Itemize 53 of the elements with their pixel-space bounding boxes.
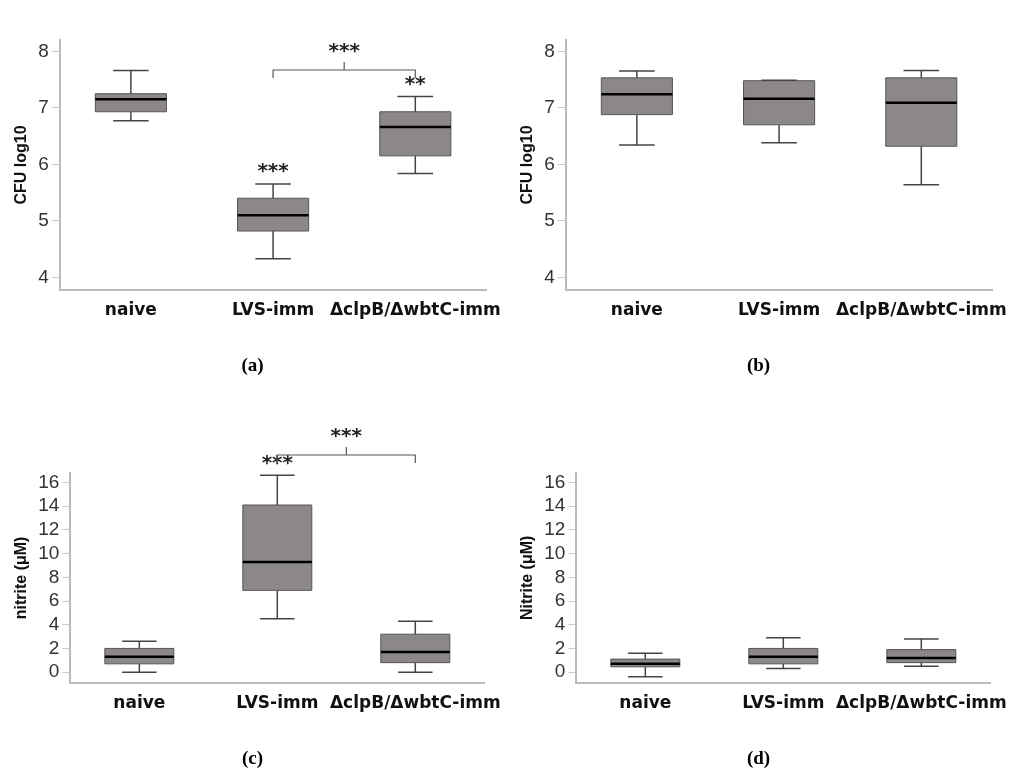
y-tick-label: 4: [38, 265, 50, 287]
y-tick-label: 0: [554, 660, 566, 682]
y-tick-label: 2: [554, 636, 566, 658]
y-tick-label: 7: [544, 96, 555, 118]
y-tick-label: 16: [38, 470, 60, 492]
text: ***: [330, 423, 363, 448]
y-axis-title: Nitrite (μM): [518, 535, 536, 621]
y-tick-label: 14: [38, 494, 60, 516]
x-tick-label: LVS-imm: [737, 299, 821, 320]
y-tick-label: 12: [544, 518, 566, 540]
y-tick-label: 16: [544, 470, 566, 492]
x-tick-label: naive: [619, 692, 672, 713]
x-tick-label: ΔclpB/ΔwbtC-imm: [329, 692, 501, 713]
x-tick-label: ΔclpB/ΔwbtC-imm: [835, 299, 1007, 320]
y-tick-label: 14: [544, 494, 566, 516]
y-tick-label: 5: [544, 209, 555, 231]
x-tick-label: naive: [113, 692, 166, 713]
y-tick-label: 5: [38, 209, 49, 231]
y-axis-title: CFU log10: [518, 125, 536, 205]
x-tick-label: ΔclpB/ΔwbtC-imm: [329, 299, 501, 320]
y-tick-label: 0: [48, 660, 60, 682]
x-tick-label: naive: [610, 299, 663, 320]
y-tick-label: 6: [544, 152, 555, 174]
x-tick-label: naive: [104, 299, 157, 320]
y-axis-title: nitrite (μM): [12, 536, 30, 620]
y-tick-label: 8: [48, 565, 60, 587]
y-tick-label: 2: [48, 636, 60, 658]
y-tick-label: 6: [554, 589, 566, 611]
annotation: **: [404, 70, 427, 95]
y-axis-title: CFU log10: [12, 125, 30, 205]
y-tick-label: 8: [38, 39, 49, 61]
x-tick-label: LVS-imm: [742, 692, 825, 713]
text: (a): [241, 353, 264, 376]
y-tick-label: 10: [544, 541, 566, 563]
annotation: ***: [257, 158, 290, 183]
y-tick-label: 8: [554, 565, 566, 587]
y-tick-label: 6: [48, 589, 60, 611]
x-tick-label: LVS-imm: [231, 299, 315, 320]
y-tick-label: 10: [38, 541, 60, 563]
y-tick-label: 8: [544, 39, 555, 61]
annotation: ***: [328, 38, 361, 63]
x-tick-label: LVS-imm: [236, 692, 319, 713]
y-tick-label: 6: [38, 152, 49, 174]
y-tick-label: 4: [544, 265, 556, 287]
text: (c): [241, 746, 264, 769]
y-tick-label: 4: [48, 612, 60, 634]
text: (b): [746, 353, 771, 376]
y-tick-label: 7: [38, 96, 49, 118]
text: (d): [746, 746, 771, 769]
y-tick-label: 4: [554, 612, 566, 634]
y-tick-label: 12: [38, 518, 60, 540]
x-tick-label: ΔclpB/ΔwbtC-imm: [835, 692, 1007, 713]
annotation: ***: [261, 449, 294, 474]
